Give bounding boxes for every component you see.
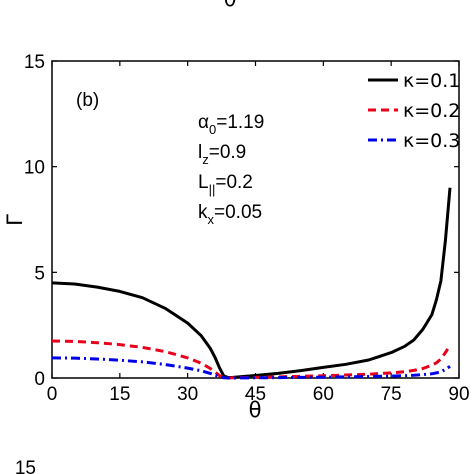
x-tick-label: 45 bbox=[245, 384, 266, 405]
series-layer bbox=[51, 187, 452, 380]
legend-label: κ=0.1 bbox=[403, 70, 460, 92]
y-tick-label: 15 bbox=[24, 52, 45, 73]
panel-label: (b) bbox=[76, 90, 99, 111]
x-tick-label: 90 bbox=[448, 384, 469, 405]
y-axis-label: Γ bbox=[3, 214, 27, 226]
x-tick-label: 0 bbox=[47, 384, 58, 405]
top-cropped-xlabel: θ bbox=[224, 0, 237, 11]
x-tick-label: 30 bbox=[177, 384, 198, 405]
legend: κ=0.1 κ=0.2 κ=0.3 bbox=[368, 70, 460, 152]
legend-label: κ=0.2 bbox=[403, 100, 460, 122]
series-line-2 bbox=[51, 339, 452, 380]
y-tick-label: 0 bbox=[34, 369, 45, 390]
x-tick-label: 60 bbox=[313, 384, 334, 405]
y-tick-label: 5 bbox=[34, 263, 45, 284]
series-line-1 bbox=[51, 187, 452, 380]
tick-layer: 0 15 30 45 60 75 90 0 5 10 15 bbox=[24, 52, 470, 405]
x-tick-label: 75 bbox=[381, 384, 402, 405]
bottom-cropped-tick: 15 bbox=[15, 458, 36, 474]
legend-label: κ=0.3 bbox=[403, 130, 460, 152]
parameter-block: α0=1.19 lz=0.9 L||=0.2 kx=0.05 bbox=[198, 112, 264, 227]
parameter-line: α0=1.19 bbox=[198, 112, 264, 137]
parameter-line: L||=0.2 bbox=[198, 172, 253, 197]
x-axis-label: θ bbox=[249, 398, 262, 422]
y-tick-label: 10 bbox=[24, 158, 45, 179]
parameter-line: kx=0.05 bbox=[198, 202, 262, 227]
series-line-3 bbox=[51, 356, 451, 380]
parameter-line: lz=0.9 bbox=[198, 142, 246, 167]
x-tick-label: 15 bbox=[109, 384, 130, 405]
